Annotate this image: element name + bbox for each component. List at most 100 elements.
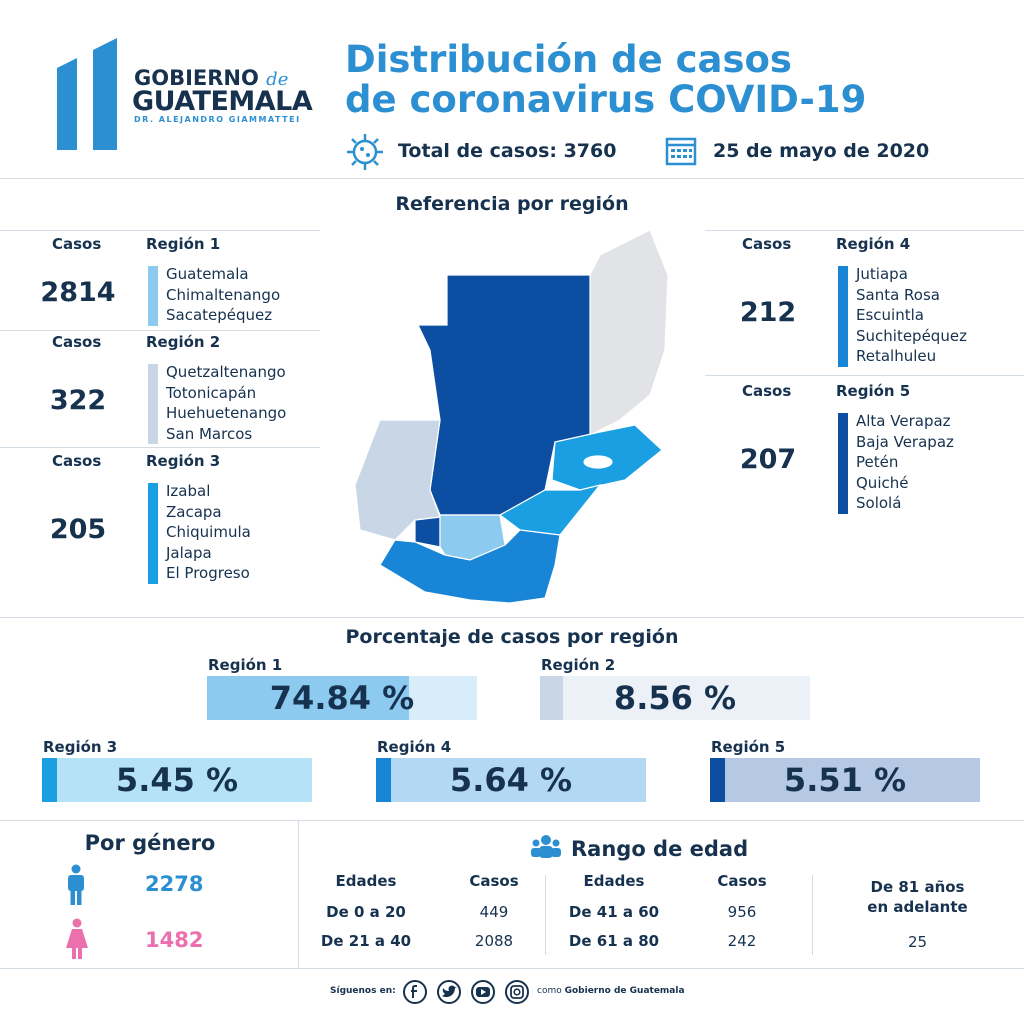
divider bbox=[0, 178, 1024, 179]
department: Santa Rosa bbox=[856, 285, 940, 304]
title-line: de coronavirus COVID-19 bbox=[345, 78, 867, 121]
region-name: Región 4 bbox=[836, 235, 911, 253]
department: Izabal bbox=[166, 482, 211, 500]
cases-label: Casos bbox=[742, 235, 792, 253]
cases-label: Casos bbox=[742, 382, 792, 400]
percent-label: 5.64 % bbox=[449, 761, 573, 799]
divider bbox=[0, 330, 320, 331]
divider bbox=[298, 820, 299, 968]
department: Alta Verapaz bbox=[856, 412, 951, 430]
department: San Marcos bbox=[166, 424, 253, 443]
cases-count: 2814 bbox=[40, 276, 116, 308]
region-color-bar bbox=[838, 413, 848, 514]
department: Baja Verapaz bbox=[856, 432, 954, 451]
cases-count: 207 bbox=[739, 444, 797, 476]
instagram-icon[interactable] bbox=[505, 980, 529, 1004]
map-belize bbox=[589, 229, 669, 436]
percent-fill bbox=[42, 758, 57, 802]
department-list: Izabal Zacapa Chiquimula Jalapa El Progreso bbox=[166, 481, 251, 584]
age-range: De 61 a 80 bbox=[568, 932, 660, 950]
divider bbox=[0, 230, 320, 231]
age-cases: 242 bbox=[727, 932, 757, 950]
region-name: Región 5 bbox=[836, 382, 911, 400]
gender-title: Por género bbox=[84, 831, 216, 855]
department: Escuintla bbox=[856, 306, 924, 324]
divider bbox=[812, 875, 813, 955]
cases-count: 205 bbox=[49, 514, 107, 546]
age-header: Casos bbox=[469, 872, 519, 890]
people-icon bbox=[531, 835, 561, 858]
logo-text: GOBIERNO de bbox=[134, 66, 289, 90]
region-color-bar bbox=[838, 266, 848, 367]
map-region-2 bbox=[354, 419, 441, 541]
percent-label: 8.56 % bbox=[613, 679, 737, 717]
cases-count: 322 bbox=[49, 385, 107, 416]
department: Huehuetenango bbox=[166, 404, 287, 422]
percent-bar: 5.45 % bbox=[42, 758, 312, 802]
map-region-5 bbox=[414, 516, 441, 548]
department: Sacatepéquez bbox=[166, 306, 273, 324]
age-last-cases: 25 bbox=[907, 933, 928, 951]
calendar-icon bbox=[665, 137, 697, 166]
female-icon bbox=[66, 918, 88, 959]
department: El Progreso bbox=[166, 564, 250, 582]
cases-label: Casos bbox=[52, 333, 102, 351]
facebook-icon[interactable] bbox=[403, 980, 427, 1004]
age-title: Rango de edad bbox=[571, 837, 749, 861]
region-color-bar bbox=[148, 364, 158, 444]
region-name: Región 2 bbox=[146, 333, 221, 351]
divider bbox=[0, 447, 320, 448]
twitter-icon[interactable] bbox=[437, 980, 461, 1004]
map-region-4 bbox=[379, 529, 561, 604]
department: Petén bbox=[856, 453, 899, 471]
region-color-bar bbox=[148, 266, 158, 326]
cases-count: 212 bbox=[739, 297, 797, 329]
department: Totonicapán bbox=[166, 383, 257, 402]
region-name: Región 3 bbox=[146, 452, 221, 470]
percent-fill bbox=[207, 676, 410, 720]
female-count: 1482 bbox=[145, 928, 204, 952]
logo-de: de bbox=[266, 69, 289, 90]
divider bbox=[545, 875, 546, 955]
section-title: Porcentaje de casos por región bbox=[345, 626, 679, 648]
region-color-bar bbox=[148, 483, 158, 584]
social-icons bbox=[403, 980, 529, 1004]
percent-label: 74.84 % bbox=[269, 679, 415, 717]
department: Retalhuleu bbox=[856, 347, 937, 365]
divider bbox=[0, 968, 1024, 969]
percent-bar: 74.84 % bbox=[207, 676, 477, 720]
male-count: 2278 bbox=[145, 872, 204, 896]
percent-label: 5.45 % bbox=[115, 761, 239, 799]
virus-icon bbox=[347, 134, 383, 170]
age-range: De 0 a 20 bbox=[326, 903, 406, 921]
male-icon bbox=[68, 864, 84, 905]
divider bbox=[705, 230, 1024, 231]
logo-mark bbox=[57, 38, 117, 150]
percent-bar: 5.51 % bbox=[710, 758, 980, 802]
region-name: Región 1 bbox=[146, 235, 221, 253]
percent-label: 5.51 % bbox=[783, 761, 907, 799]
age-cases: 2088 bbox=[474, 932, 514, 950]
department-list: Jutiapa Santa Rosa Escuintla Suchitepéquez R… bbox=[856, 264, 967, 367]
footer-org: Gobierno de Guatemala bbox=[564, 986, 685, 996]
footer-text: como Gobierno de Guatemala bbox=[537, 986, 685, 996]
age-header: Edades bbox=[583, 872, 645, 890]
percent-fill bbox=[710, 758, 725, 802]
divider bbox=[705, 375, 1024, 376]
youtube-icon[interactable] bbox=[471, 980, 495, 1004]
age-range: De 21 a 40 bbox=[320, 932, 412, 950]
age-cases: 449 bbox=[479, 903, 509, 921]
department: Zacapa bbox=[166, 502, 222, 521]
department: Suchitepéquez bbox=[856, 326, 967, 345]
logo-text: GUATEMALA bbox=[132, 86, 313, 117]
age-header: Casos bbox=[717, 872, 767, 890]
section-title: Referencia por región bbox=[395, 193, 629, 215]
age-header: Edades bbox=[335, 872, 397, 890]
divider bbox=[0, 617, 1024, 618]
age-last-label-line: De 81 años bbox=[870, 878, 965, 896]
department: Sololá bbox=[856, 494, 902, 512]
footer-como: como bbox=[537, 986, 562, 996]
percent-bar: 5.64 % bbox=[376, 758, 646, 802]
percent-region-name: Región 2 bbox=[541, 656, 616, 674]
